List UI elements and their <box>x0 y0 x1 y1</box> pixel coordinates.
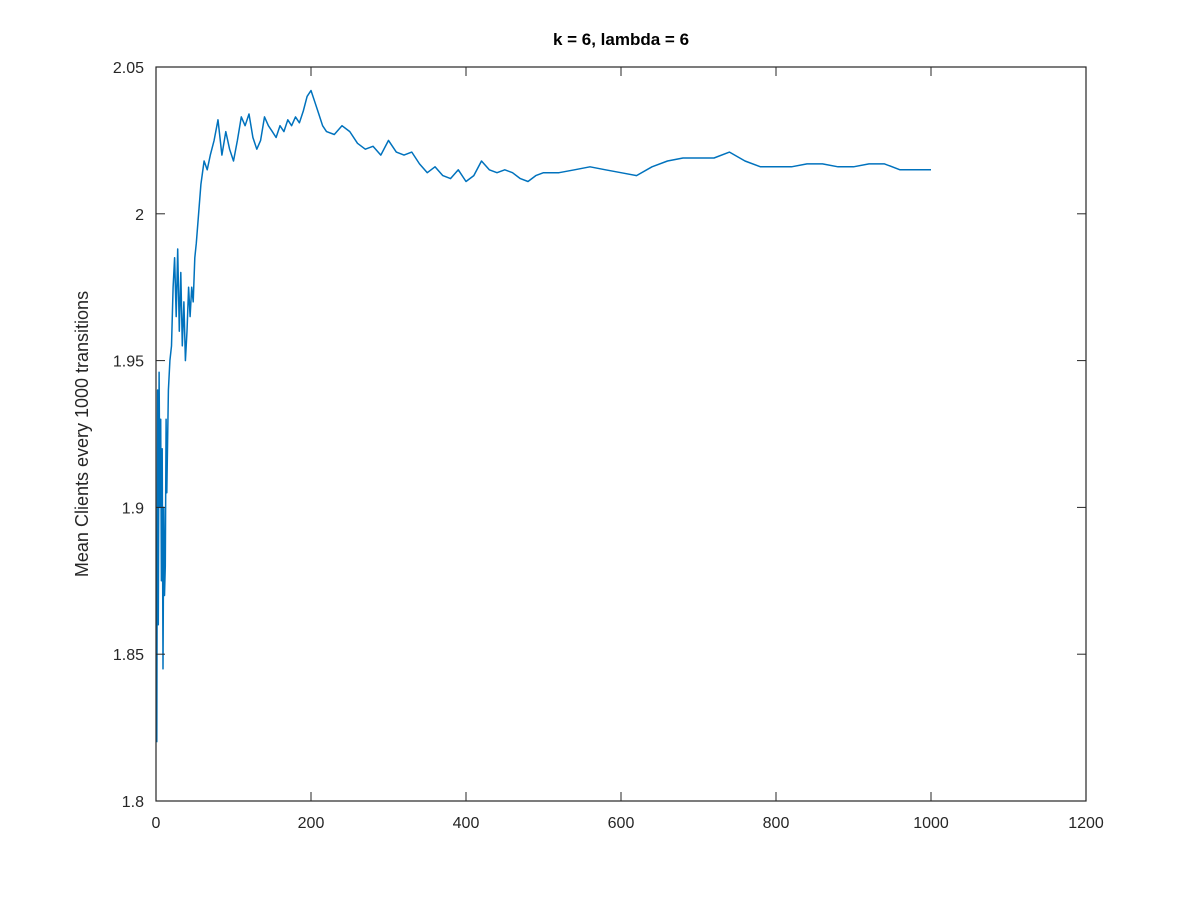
series-layer <box>156 89 931 743</box>
x-tick-label: 200 <box>298 815 325 832</box>
y-tick-label: 1.9 <box>122 500 144 517</box>
y-tick-label: 2.05 <box>113 60 144 77</box>
y-tick-label: 2 <box>135 207 144 224</box>
x-tick-label: 800 <box>763 815 790 832</box>
y-tick-label: 1.85 <box>113 647 144 664</box>
x-tick-label: 1200 <box>1068 815 1104 832</box>
y-tick-label: 1.95 <box>113 354 144 371</box>
y-axis-label: Mean Clients every 1000 transitions <box>72 291 92 577</box>
x-tick-label: 600 <box>608 815 635 832</box>
series-line-1 <box>156 89 931 743</box>
plot-area <box>156 67 1086 801</box>
x-axis: 0 200 400 600 800 1000 1200 <box>152 67 1104 832</box>
y-axis: 1.8 1.85 1.9 1.95 2 2.05 <box>113 60 1086 811</box>
x-tick-label: 1000 <box>913 815 949 832</box>
x-tick-label: 0 <box>152 815 161 832</box>
x-tick-label: 400 <box>453 815 480 832</box>
y-tick-label: 1.8 <box>122 794 144 811</box>
chart-title: k = 6, lambda = 6 <box>553 30 689 49</box>
